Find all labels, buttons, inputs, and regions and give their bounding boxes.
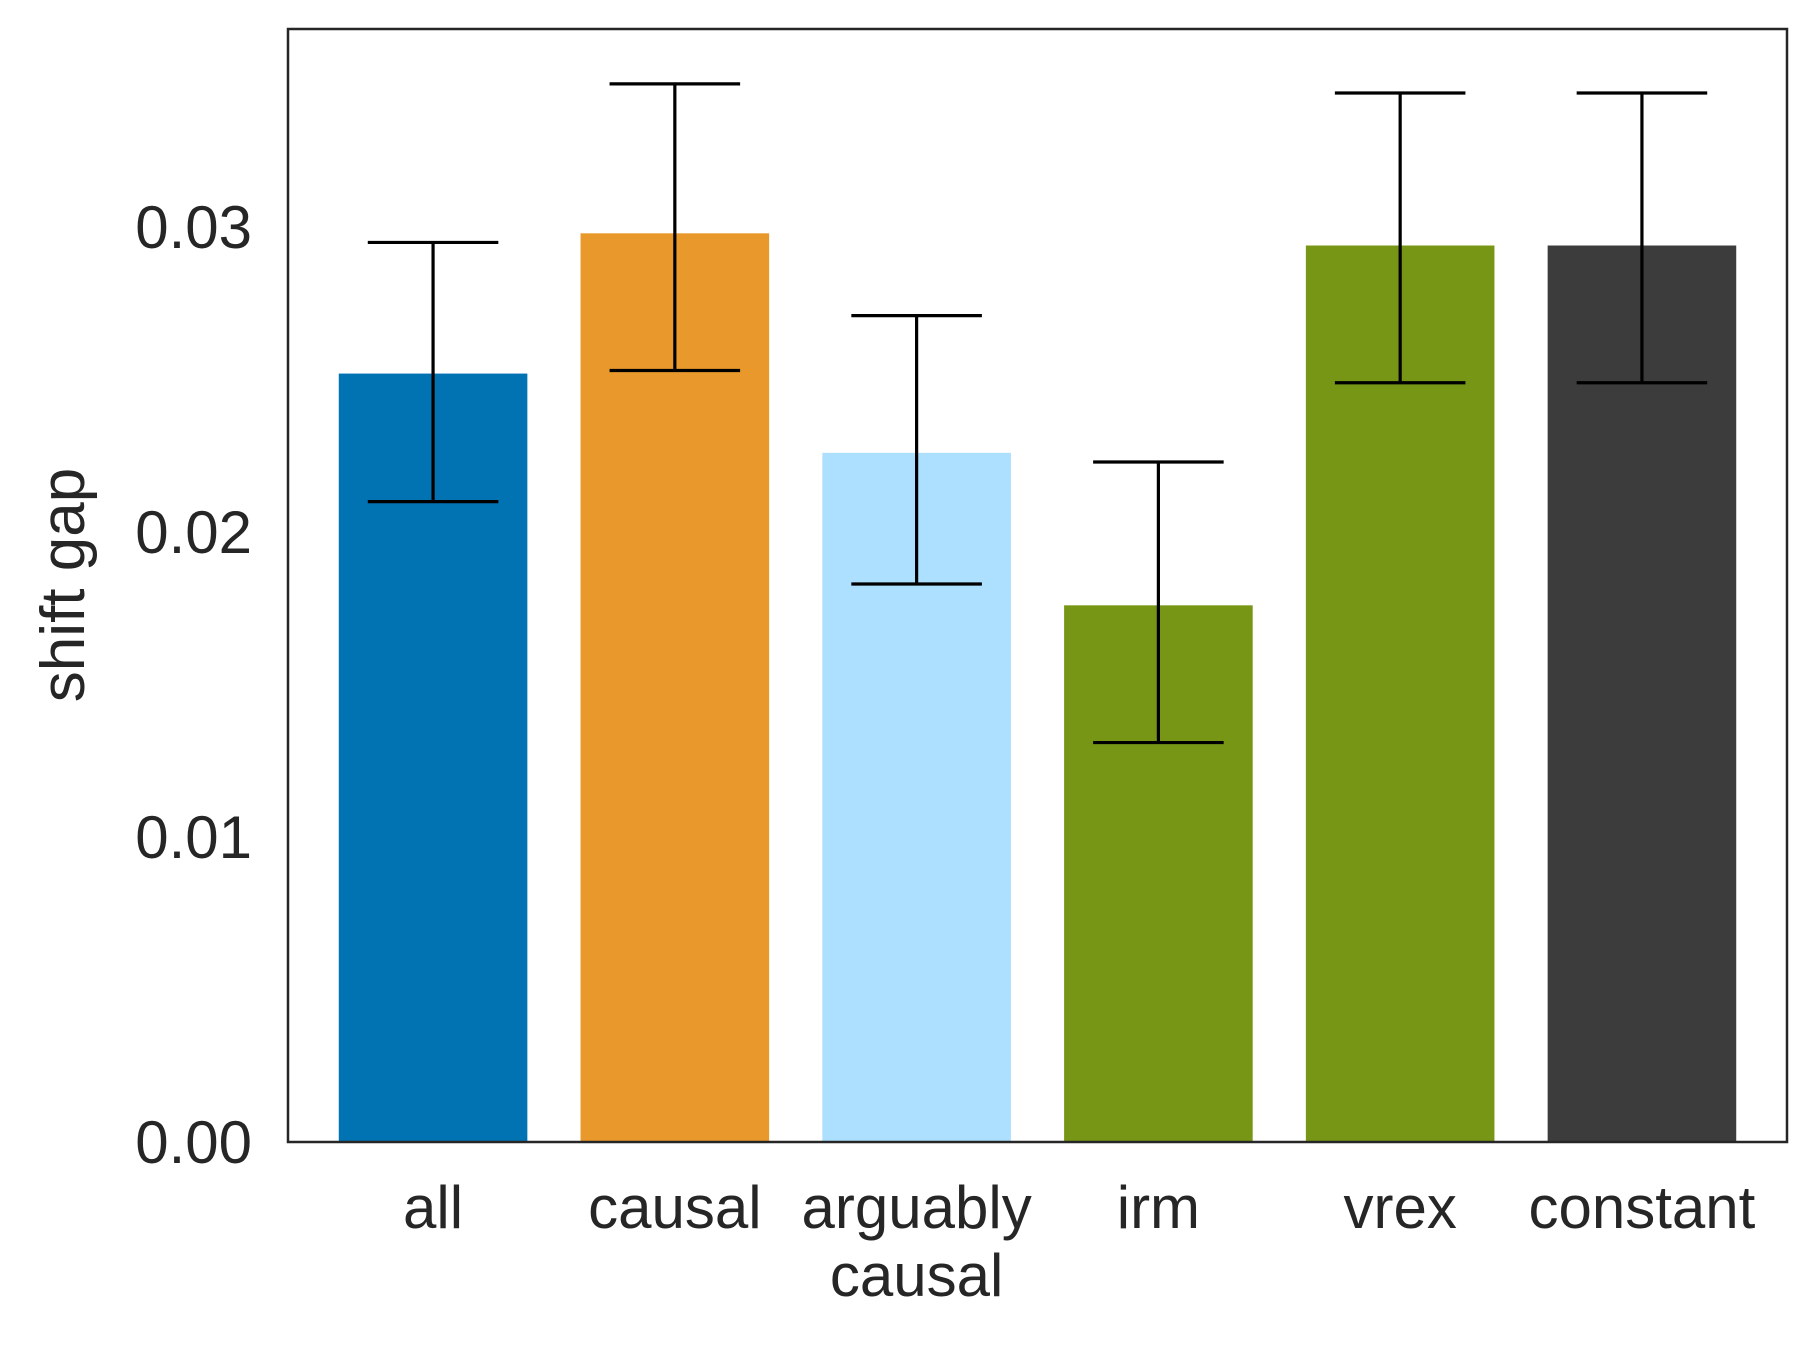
error-bar-vrex [1334,91,1466,385]
y-axis-ticks: 0.00 0.01 0.02 0.03 [135,194,252,1176]
error-bar-causal [609,82,741,373]
error-bars-layer [367,82,1708,745]
bar-constant [1547,245,1737,1143]
x-tick-label: all [403,1174,463,1241]
x-tick-label: irm [1117,1174,1200,1241]
bar-causal [580,233,770,1143]
error-bar-arguably-causal [851,314,982,586]
x-tick-label: arguably causal [802,1174,1032,1309]
y-axis-label: shift gap [29,468,98,702]
error-bar-irm [1093,460,1224,745]
y-tick-label: 0.01 [135,804,252,871]
y-tick-label: 0.02 [135,499,252,566]
error-bar-constant [1576,91,1708,385]
plot-frame [286,27,1789,1144]
error-bar-all [367,240,499,504]
x-tick-label: vrex [1343,1174,1456,1241]
x-axis-ticks: all causal arguably causal irm vrex constant [403,1174,1756,1309]
bar-vrex [1305,245,1495,1143]
y-tick-label: 0.00 [135,1109,252,1176]
x-tick-label: constant [1529,1174,1756,1241]
bars-layer [338,233,1737,1143]
y-tick-label: 0.03 [135,194,252,261]
x-tick-label: causal [588,1174,761,1241]
